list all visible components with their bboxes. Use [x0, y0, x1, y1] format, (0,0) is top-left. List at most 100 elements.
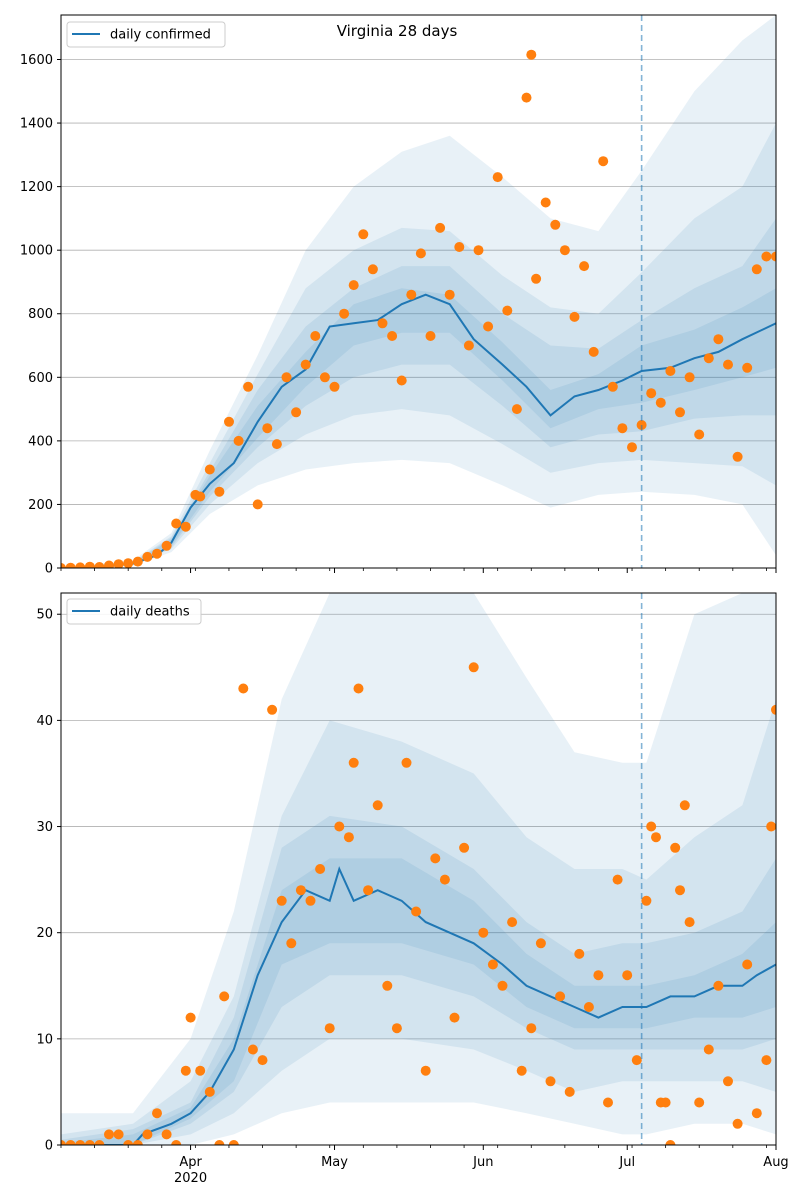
deaths-observed-point	[180, 1065, 191, 1076]
deaths-observed-point	[84, 1140, 95, 1145]
deaths-observed-point	[171, 1140, 182, 1145]
x-tick-label: Jun	[472, 1155, 493, 1170]
confirmed-observed-point	[559, 245, 570, 256]
confirmed-y-tick-label: 0	[45, 562, 53, 577]
deaths-observed-point	[665, 1140, 676, 1145]
deaths-observed-point	[286, 938, 297, 949]
confirmed-y-tick-label: 200	[28, 498, 53, 513]
deaths-observed-point	[430, 853, 441, 864]
deaths-observed-point	[363, 885, 374, 896]
confirmed-observed-point	[703, 353, 714, 364]
confirmed-observed-point	[531, 273, 542, 284]
deaths-observed-point	[732, 1118, 743, 1129]
confirmed-observed-point	[214, 486, 225, 497]
confirmed-observed-point	[152, 548, 162, 559]
deaths-y-tick-label: 10	[36, 1032, 53, 1047]
confirmed-observed-point	[454, 242, 465, 252]
deaths-axes-frame	[60, 592, 777, 1146]
deaths-observed-point	[670, 842, 681, 853]
deaths-y-tick-label: 0	[45, 1139, 53, 1154]
confirmed-observed-point	[723, 359, 733, 370]
deaths-observed-point	[348, 757, 359, 768]
confirmed-observed-point	[310, 331, 321, 341]
x-tick-label: Jul	[618, 1155, 635, 1170]
deaths-observed-point	[751, 1108, 762, 1119]
confirmed-observed-point	[224, 416, 234, 427]
deaths-observed-point	[771, 704, 776, 715]
confirmed-y-tick-label: 1200	[20, 180, 53, 195]
confirmed-observed-point	[511, 404, 522, 415]
chart-title: Virginia 28 days	[337, 22, 458, 40]
deaths-observed-point	[411, 906, 422, 917]
confirmed-observed-point	[195, 491, 206, 502]
confirmed-observed-point	[180, 521, 191, 532]
confirmed-y-tick-label: 600	[28, 371, 53, 386]
confirmed-observed-point	[569, 311, 580, 322]
deaths-observed-point	[257, 1055, 268, 1066]
confirmed-y-tick-label: 1400	[20, 117, 53, 132]
confirmed-plot-area: 0 200 400 600 800 1000 1200 1400 1600	[20, 14, 777, 577]
confirmed-observed-point	[655, 397, 666, 408]
deaths-observed-point	[123, 1140, 134, 1145]
deaths-observed-point	[713, 980, 724, 991]
deaths-observed-point	[324, 1023, 335, 1034]
deaths-observed-point	[113, 1129, 124, 1140]
confirmed-observed-point	[271, 439, 282, 450]
deaths-observed-point	[703, 1044, 714, 1055]
deaths-observed-point	[343, 832, 354, 843]
deaths-observed-point	[305, 895, 316, 906]
deaths-legend-label: daily deaths	[110, 605, 190, 620]
confirmed-observed-point	[550, 219, 561, 230]
confirmed-observed-point	[694, 429, 705, 440]
deaths-observed-point	[75, 1140, 86, 1145]
deaths-observed-point	[651, 832, 661, 843]
deaths-observed-point	[401, 757, 412, 768]
confirmed-observed-point	[406, 289, 417, 300]
deaths-observed-point	[334, 821, 345, 832]
confirmed-observed-point	[732, 451, 743, 462]
deaths-observed-point	[487, 959, 498, 970]
confirmed-axes-frame	[60, 14, 777, 569]
x-tick-label: May	[321, 1155, 348, 1170]
deaths-observed-point	[195, 1065, 206, 1076]
deaths-y-tick-label: 40	[36, 714, 53, 729]
deaths-observed-point	[247, 1044, 258, 1055]
deaths-observed-point	[94, 1140, 105, 1145]
confirmed-observed-point	[142, 551, 153, 562]
confirmed-observed-point	[65, 562, 76, 568]
confirmed-observed-point	[319, 372, 330, 383]
deaths-observed-point	[219, 991, 230, 1002]
confirmed-observed-point	[579, 261, 590, 272]
deaths-observed-point	[526, 1023, 537, 1034]
confirmed-observed-point	[262, 423, 273, 434]
x-tick-year-label: 2020	[174, 1171, 207, 1186]
deaths-observed-point	[161, 1129, 172, 1140]
confirmed-observed-point	[425, 331, 436, 341]
deaths-observed-point	[214, 1140, 225, 1145]
confirmed-observed-point	[473, 245, 484, 256]
confirmed-observed-point	[387, 331, 398, 341]
confirmed-observed-point	[396, 375, 407, 386]
deaths-observed-point	[439, 874, 450, 885]
deaths-observed-point	[593, 970, 604, 981]
deaths-observed-point	[603, 1097, 613, 1108]
deaths-observed-point	[761, 1055, 772, 1066]
confirmed-observed-point	[435, 222, 446, 233]
confirmed-observed-point	[751, 264, 762, 275]
confirmed-observed-point	[588, 346, 599, 357]
confirmed-panel: 0 200 400 600 800 1000 1200 1400 1600 daily conf…	[20, 14, 777, 577]
deaths-observed-point	[459, 842, 470, 853]
confirmed-observed-point	[171, 518, 182, 529]
confirmed-series-group	[61, 15, 776, 568]
deaths-observed-point	[646, 821, 657, 832]
deaths-observed-point	[535, 938, 546, 949]
deaths-observed-point	[449, 1012, 460, 1023]
deaths-observed-point	[622, 970, 633, 981]
confirmed-observed-point	[339, 308, 350, 319]
deaths-observed-point	[267, 704, 278, 715]
confirmed-observed-point	[281, 372, 292, 383]
confirmed-observed-point	[463, 340, 474, 351]
confirmed-observed-point	[502, 305, 513, 316]
x-tick-label: Apr	[179, 1155, 202, 1170]
